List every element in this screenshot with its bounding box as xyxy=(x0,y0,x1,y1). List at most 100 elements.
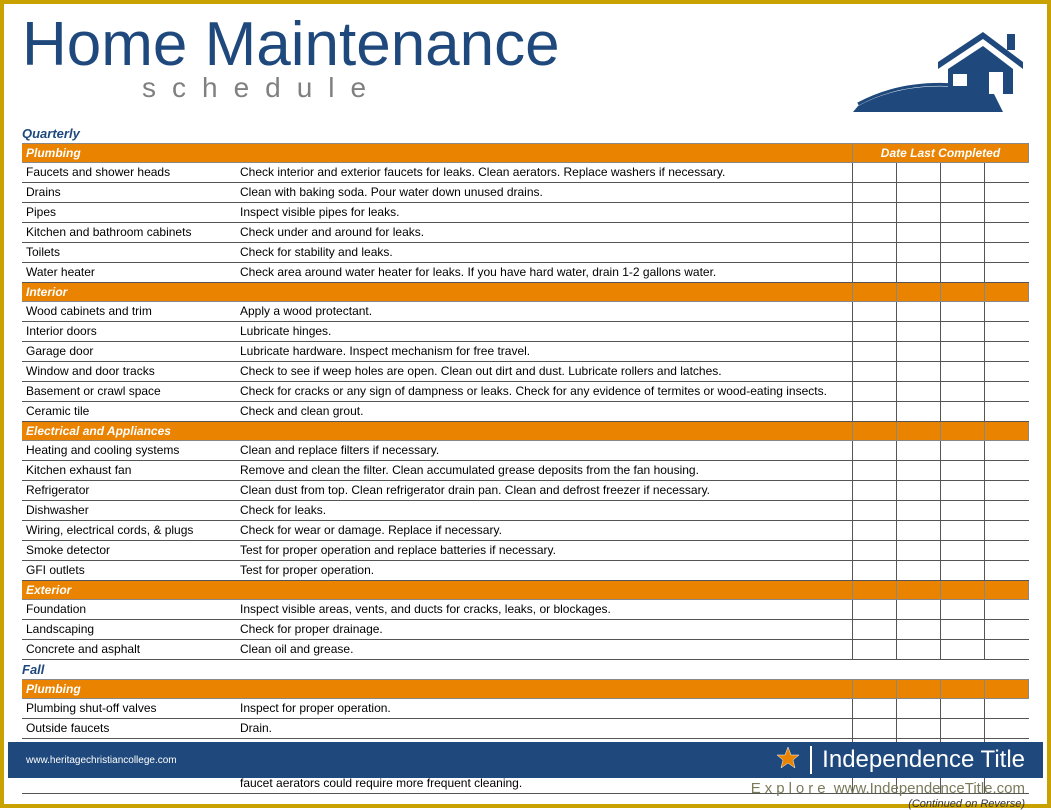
date-cell[interactable] xyxy=(852,302,896,322)
date-cell[interactable] xyxy=(852,263,896,283)
date-cell[interactable] xyxy=(940,600,984,620)
date-cell[interactable] xyxy=(984,362,1028,382)
date-cell[interactable] xyxy=(940,441,984,461)
date-cell[interactable] xyxy=(940,203,984,223)
date-cell[interactable] xyxy=(896,600,940,620)
date-cell[interactable] xyxy=(852,163,896,183)
date-cell[interactable] xyxy=(852,203,896,223)
date-cell[interactable] xyxy=(984,521,1028,541)
date-cell[interactable] xyxy=(984,600,1028,620)
date-cell[interactable] xyxy=(940,223,984,243)
date-cell[interactable] xyxy=(940,243,984,263)
date-cell[interactable] xyxy=(852,600,896,620)
date-cell[interactable] xyxy=(852,481,896,501)
date-cell[interactable] xyxy=(940,342,984,362)
date-cell[interactable] xyxy=(852,521,896,541)
date-cell[interactable] xyxy=(941,699,985,719)
date-cell[interactable] xyxy=(896,402,940,422)
date-cell[interactable] xyxy=(852,501,896,521)
date-cell[interactable] xyxy=(896,243,940,263)
date-cell[interactable] xyxy=(896,382,940,402)
date-cell[interactable] xyxy=(897,699,941,719)
date-cell[interactable] xyxy=(896,342,940,362)
date-cell[interactable] xyxy=(896,501,940,521)
date-cell[interactable] xyxy=(852,183,896,203)
date-cell[interactable] xyxy=(896,302,940,322)
item-name: Dishwasher xyxy=(22,501,236,521)
date-cell[interactable] xyxy=(896,561,940,581)
date-cell[interactable] xyxy=(984,342,1028,362)
date-cell[interactable] xyxy=(940,263,984,283)
date-cell[interactable] xyxy=(896,521,940,541)
date-cell[interactable] xyxy=(896,640,940,660)
date-cell[interactable] xyxy=(852,461,896,481)
date-cell[interactable] xyxy=(984,402,1028,422)
date-cell[interactable] xyxy=(984,640,1028,660)
date-cell[interactable] xyxy=(940,362,984,382)
date-cell[interactable] xyxy=(852,620,896,640)
date-cell[interactable] xyxy=(940,481,984,501)
date-cell[interactable] xyxy=(896,322,940,342)
date-cell[interactable] xyxy=(940,541,984,561)
date-cell[interactable] xyxy=(984,183,1028,203)
date-cell[interactable] xyxy=(984,263,1028,283)
date-cell[interactable] xyxy=(984,441,1028,461)
date-cell[interactable] xyxy=(852,342,896,362)
date-cell[interactable] xyxy=(852,362,896,382)
category-header-spacer xyxy=(984,581,1028,600)
date-cell[interactable] xyxy=(984,203,1028,223)
category-header-row: PlumbingDate Last Completed xyxy=(22,144,1029,163)
date-cell[interactable] xyxy=(852,561,896,581)
date-cell[interactable] xyxy=(940,640,984,660)
date-cell[interactable] xyxy=(984,382,1028,402)
date-cell[interactable] xyxy=(940,402,984,422)
date-cell[interactable] xyxy=(896,263,940,283)
date-cell[interactable] xyxy=(852,322,896,342)
date-cell[interactable] xyxy=(896,223,940,243)
date-cell[interactable] xyxy=(852,640,896,660)
date-cell[interactable] xyxy=(852,382,896,402)
date-cell[interactable] xyxy=(896,541,940,561)
table-row: DrainsClean with baking soda. Pour water… xyxy=(22,183,1029,203)
date-cell[interactable] xyxy=(984,481,1028,501)
date-cell[interactable] xyxy=(940,163,984,183)
date-cell[interactable] xyxy=(985,719,1029,739)
date-cell[interactable] xyxy=(940,521,984,541)
date-cell[interactable] xyxy=(984,223,1028,243)
date-cell[interactable] xyxy=(984,461,1028,481)
date-cell[interactable] xyxy=(852,541,896,561)
date-cell[interactable] xyxy=(852,441,896,461)
date-cell[interactable] xyxy=(940,561,984,581)
date-cell[interactable] xyxy=(940,501,984,521)
date-cell[interactable] xyxy=(896,441,940,461)
date-cell[interactable] xyxy=(940,620,984,640)
date-cell[interactable] xyxy=(852,223,896,243)
date-cell[interactable] xyxy=(940,461,984,481)
date-cell[interactable] xyxy=(984,561,1028,581)
date-cell[interactable] xyxy=(852,243,896,263)
date-cell[interactable] xyxy=(940,382,984,402)
date-cell[interactable] xyxy=(853,719,897,739)
date-cell[interactable] xyxy=(985,699,1029,719)
date-cell[interactable] xyxy=(896,183,940,203)
date-cell[interactable] xyxy=(897,719,941,739)
date-cell[interactable] xyxy=(940,183,984,203)
date-cell[interactable] xyxy=(984,302,1028,322)
date-cell[interactable] xyxy=(896,620,940,640)
date-cell[interactable] xyxy=(984,501,1028,521)
date-cell[interactable] xyxy=(940,322,984,342)
date-cell[interactable] xyxy=(984,541,1028,561)
date-cell[interactable] xyxy=(896,163,940,183)
date-cell[interactable] xyxy=(896,481,940,501)
date-cell[interactable] xyxy=(984,163,1028,183)
date-cell[interactable] xyxy=(984,620,1028,640)
date-cell[interactable] xyxy=(896,461,940,481)
date-cell[interactable] xyxy=(896,362,940,382)
date-cell[interactable] xyxy=(896,203,940,223)
date-cell[interactable] xyxy=(941,719,985,739)
date-cell[interactable] xyxy=(940,302,984,322)
date-cell[interactable] xyxy=(852,402,896,422)
date-cell[interactable] xyxy=(853,699,897,719)
date-cell[interactable] xyxy=(984,243,1028,263)
date-cell[interactable] xyxy=(984,322,1028,342)
